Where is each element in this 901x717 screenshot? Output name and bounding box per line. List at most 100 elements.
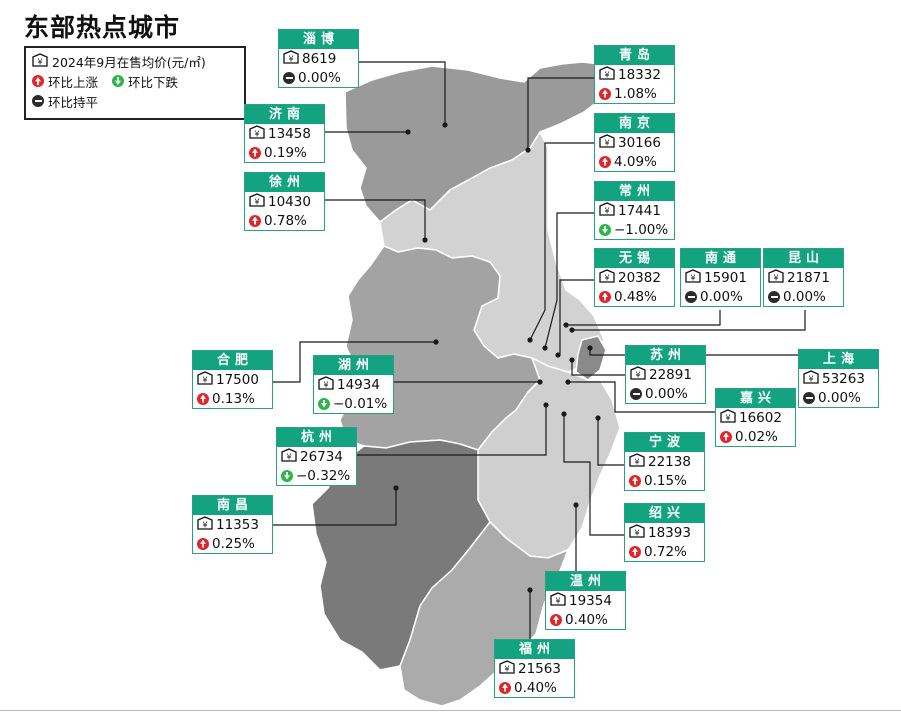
- down-arrow-icon: [318, 397, 330, 410]
- flat-dash-icon: [685, 290, 697, 303]
- city-pin: [422, 237, 428, 243]
- city-card: 杭州 ¥26734 −0.32%: [276, 427, 357, 486]
- svg-text:¥: ¥: [202, 375, 207, 384]
- city-change: 0.15%: [644, 472, 687, 489]
- change-row: 0.00%: [681, 287, 760, 306]
- page-title: 东部热点城市: [24, 13, 181, 42]
- svg-text:¥: ¥: [635, 370, 640, 379]
- city-change: 0.72%: [644, 543, 687, 560]
- svg-text:¥: ¥: [202, 520, 207, 529]
- legend-up-label: 环比上涨: [48, 74, 99, 90]
- price-tag-icon: ¥: [599, 268, 615, 287]
- price-tag-icon: ¥: [281, 447, 297, 466]
- city-pin: [527, 587, 533, 593]
- price-tag-icon: ¥: [249, 192, 265, 211]
- price-row: ¥10430: [245, 192, 324, 211]
- price-tag-icon: ¥: [629, 452, 645, 471]
- city-name: 苏州: [626, 346, 705, 365]
- city-name: 徐州: [245, 173, 324, 192]
- city-price: 53263: [822, 370, 865, 387]
- city-price: 20382: [618, 269, 661, 286]
- svg-text:¥: ¥: [808, 374, 813, 383]
- price-row: ¥20382: [595, 268, 674, 287]
- city-card: 合肥 ¥17500 0.13%: [192, 350, 273, 409]
- change-row: −0.01%: [314, 394, 393, 413]
- price-tag-icon: ¥: [630, 365, 646, 384]
- price-row: ¥21563: [495, 659, 574, 678]
- city-name: 南通: [681, 249, 760, 268]
- city-name: 济南: [245, 105, 324, 124]
- svg-text:¥: ¥: [37, 57, 42, 66]
- price-row: ¥13458: [245, 124, 324, 143]
- city-name: 绍兴: [625, 504, 704, 523]
- city-name: 湖州: [314, 356, 393, 375]
- price-tag-icon: ¥: [197, 515, 213, 534]
- city-card: 济南 ¥13458 0.19%: [244, 104, 325, 163]
- city-name: 杭州: [277, 428, 356, 447]
- change-row: 0.25%: [193, 534, 272, 553]
- price-tag-icon: ¥: [720, 408, 736, 427]
- city-pin: [565, 379, 571, 385]
- price-tag-icon: ¥: [197, 370, 213, 389]
- bottom-divider: [0, 710, 901, 711]
- change-row: 0.40%: [495, 678, 574, 697]
- change-row: 0.48%: [595, 287, 674, 306]
- legend-flat: 环比持平: [32, 92, 98, 111]
- leader-line: [527, 77, 594, 150]
- up-arrow-icon: [599, 87, 611, 100]
- svg-text:¥: ¥: [634, 457, 639, 466]
- leader-line: [568, 381, 715, 413]
- svg-text:¥: ¥: [773, 273, 778, 282]
- price-tag-icon: ¥: [249, 124, 265, 143]
- change-row: 0.15%: [625, 471, 704, 490]
- leader-line: [359, 61, 446, 125]
- price-row: ¥18393: [625, 523, 704, 542]
- price-row: ¥26734: [277, 447, 356, 466]
- change-row: −0.32%: [277, 466, 356, 485]
- city-pin: [569, 357, 575, 363]
- up-arrow-icon: [197, 392, 209, 405]
- change-row: 0.00%: [626, 384, 705, 403]
- city-name: 嘉兴: [716, 389, 795, 408]
- city-price: 18332: [618, 66, 661, 83]
- price-row: ¥17441: [595, 201, 674, 220]
- city-price: 13458: [268, 125, 311, 142]
- change-row: 0.13%: [193, 389, 272, 408]
- price-tag-icon: ¥: [768, 268, 784, 287]
- leader-line: [572, 310, 806, 331]
- svg-text:¥: ¥: [323, 380, 328, 389]
- city-card: 温州 ¥19354 0.40%: [545, 571, 626, 630]
- leader-line: [357, 405, 547, 456]
- city-price: 19354: [569, 592, 612, 609]
- legend: ¥ 2024年9月在售均价(元/㎡) 环比上涨 环比下跌 环比持平: [24, 46, 246, 120]
- price-row: ¥30166: [595, 133, 674, 152]
- svg-text:¥: ¥: [288, 54, 293, 63]
- city-card: 南通 ¥15901 0.00%: [680, 248, 761, 307]
- leader-line: [571, 360, 625, 376]
- up-arrow-icon: [249, 214, 261, 227]
- change-row: 0.19%: [245, 143, 324, 162]
- change-row: 1.08%: [595, 84, 674, 103]
- city-pin: [595, 415, 601, 421]
- city-change: 0.00%: [783, 288, 826, 305]
- city-name: 昆山: [764, 249, 843, 268]
- city-price: 22891: [649, 366, 692, 383]
- price-row: ¥19354: [546, 591, 625, 610]
- city-price: 21563: [518, 660, 561, 677]
- leader-line: [273, 341, 436, 383]
- city-pin: [569, 327, 575, 333]
- city-card: 福州 ¥21563 0.40%: [494, 639, 575, 698]
- svg-text:¥: ¥: [254, 197, 259, 206]
- city-price: 21871: [787, 269, 830, 286]
- city-name: 上海: [799, 350, 878, 369]
- legend-flat-label: 环比持平: [48, 94, 99, 110]
- city-price: 16602: [739, 409, 782, 426]
- legend-up: 环比上涨: [32, 72, 98, 91]
- legend-price-row: ¥ 2024年9月在售均价(元/㎡): [32, 51, 238, 71]
- price-tag-icon: ¥: [803, 369, 819, 388]
- city-pin: [573, 502, 579, 508]
- leader-line: [273, 488, 397, 526]
- change-row: 0.00%: [279, 68, 358, 87]
- city-pin: [433, 339, 439, 345]
